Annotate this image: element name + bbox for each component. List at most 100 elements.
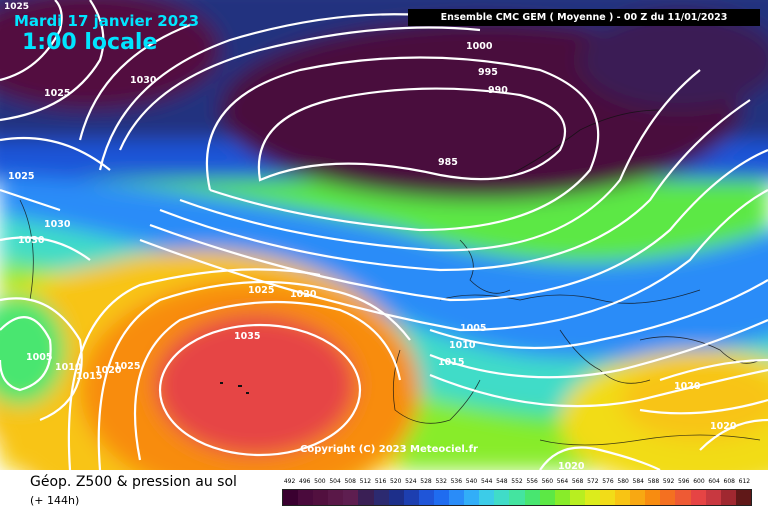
color-scale-cell	[735, 490, 751, 505]
color-scale-label: 584	[632, 478, 644, 485]
color-scale-label: 496	[299, 478, 311, 485]
isobar-label: 1025	[8, 171, 34, 182]
color-scale-cell	[615, 490, 631, 505]
legend-title: Géop. Z500 & pression au sol	[30, 474, 237, 490]
color-scale-cell	[554, 490, 570, 505]
color-scale-bar	[282, 489, 752, 506]
color-scale-cell	[569, 490, 585, 505]
color-scale-labels: 492 496 500 504 508 512 516 520 524 528 532 536 540 5…	[282, 478, 752, 488]
color-scale-cell	[298, 490, 314, 505]
color-scale-cell	[509, 490, 525, 505]
color-scale-cell	[539, 490, 555, 505]
color-scale-cell	[373, 490, 389, 505]
isobar-label: 1005	[460, 323, 486, 334]
color-scale-cell	[584, 490, 600, 505]
color-scale-cell	[599, 490, 616, 505]
color-scale-label: 540	[465, 478, 478, 485]
color-scale-cell	[479, 490, 495, 505]
color-scale-cell	[645, 490, 661, 505]
legend-panel: Géop. Z500 & pression au sol (+ 144h) 49…	[0, 470, 768, 512]
color-scale-label: 520	[389, 478, 402, 485]
isobar-label: 995	[478, 67, 498, 78]
color-scale-cell	[524, 490, 540, 505]
color-scale-label: 568	[571, 478, 584, 485]
isobar-label: 1030	[18, 235, 45, 246]
color-scale-label: 608	[723, 478, 735, 485]
isobar-label: 1025	[44, 88, 70, 99]
isobar-label: 1035	[234, 331, 260, 342]
isobar-label: 1020	[710, 421, 737, 432]
color-scale-label: 572	[587, 478, 599, 485]
color-scale-cell	[690, 490, 706, 505]
color-scale-cell	[283, 490, 299, 505]
isobar-label: 1020	[558, 461, 585, 470]
color-scale-label: 604	[708, 478, 720, 485]
isobar-label: 1030	[130, 75, 157, 86]
isobar-label: 1025	[114, 361, 140, 372]
corner-isobar-label: 1025	[4, 2, 30, 12]
color-scale-cell	[675, 490, 691, 505]
color-scale-label: 532	[435, 478, 447, 485]
color-scale-label: 560	[541, 478, 554, 485]
color-scale-label: 552	[511, 478, 523, 485]
color-scale-label: 504	[329, 478, 341, 485]
color-scale-cell	[449, 490, 465, 505]
color-scale-cell	[660, 490, 676, 505]
copyright-text: Copyright (C) 2023 Meteociel.fr	[300, 444, 478, 455]
color-scale-cell	[433, 490, 450, 505]
color-scale-label: 492	[283, 478, 296, 485]
color-scale-label: 536	[450, 478, 463, 485]
color-scale-label: 580	[617, 478, 629, 485]
forecast-date: Mardi 17 janvier 2023	[14, 12, 200, 30]
color-scale-label: 512	[359, 478, 372, 485]
isobar-label: 1015	[438, 357, 464, 368]
color-scale-label: 516	[374, 478, 387, 485]
color-scale-cell	[313, 490, 329, 505]
color-scale-label: 508	[344, 478, 356, 485]
geopotential-field	[0, 0, 768, 470]
coastlines	[19, 109, 761, 446]
color-scale-cell	[418, 490, 434, 505]
isobar-label: 1020	[290, 289, 317, 300]
isobar-label: 1030	[44, 219, 71, 230]
forecast-local-time: 1:00 locale	[22, 30, 158, 55]
color-scale-label: 576	[602, 478, 614, 485]
color-scale-label: 528	[420, 478, 432, 485]
isobar-label: 1010	[55, 362, 82, 373]
color-scale-label: 548	[496, 478, 508, 485]
isobar-label: 1005	[26, 352, 52, 363]
islands	[220, 382, 249, 394]
isobar-label: 1010	[449, 340, 476, 351]
color-scale-label: 592	[662, 478, 675, 485]
isobars	[0, 0, 768, 470]
color-scale-cell	[494, 490, 510, 505]
color-scale-label: 500	[314, 478, 326, 485]
isobar-label: 990	[488, 85, 508, 96]
color-scale-cell	[464, 490, 480, 505]
color-scale-cell	[630, 490, 646, 505]
map-canvas: 1000 995 990 985 1030 1025 1025 1030 103…	[0, 0, 768, 470]
isobar-label: 985	[438, 157, 458, 168]
isobar-label: 1000	[466, 41, 493, 52]
color-scale-label: 600	[693, 478, 705, 485]
color-scale-cell	[388, 490, 404, 505]
isobar-label: 1025	[248, 285, 274, 296]
color-scale-cell	[343, 490, 359, 505]
weather-map: 1000 995 990 985 1030 1025 1025 1030 103…	[0, 0, 768, 470]
color-scale-label: 556	[526, 478, 538, 485]
isobar-label: 1015	[76, 371, 102, 382]
color-scale-cell	[720, 490, 736, 505]
isobar-label: 1020	[674, 381, 701, 392]
color-scale-label: 596	[678, 478, 690, 485]
color-scale-label: 612	[738, 478, 751, 485]
color-scale-label: 588	[647, 478, 660, 485]
color-scale-cell	[705, 490, 721, 505]
color-scale-label: 524	[405, 478, 417, 485]
isobar-label: 1020	[95, 365, 122, 376]
color-scale-cell	[403, 490, 419, 505]
isobar-labels: 1000 995 990 985 1030 1025 1025 1030 103…	[8, 41, 737, 470]
color-scale-cell	[328, 490, 344, 505]
color-scale-label: 564	[556, 478, 569, 485]
legend-subtitle: (+ 144h)	[30, 494, 80, 507]
color-scale-label: 544	[480, 478, 493, 485]
